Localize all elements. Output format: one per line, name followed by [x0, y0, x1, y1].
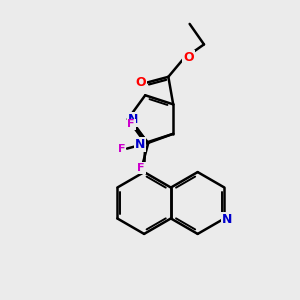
Text: N: N — [135, 138, 145, 151]
Text: N: N — [222, 213, 233, 226]
Text: F: F — [128, 119, 135, 130]
Text: F: F — [137, 163, 145, 173]
Text: N: N — [128, 112, 138, 126]
Text: O: O — [135, 76, 146, 89]
Text: O: O — [183, 51, 194, 64]
Text: F: F — [118, 144, 125, 154]
